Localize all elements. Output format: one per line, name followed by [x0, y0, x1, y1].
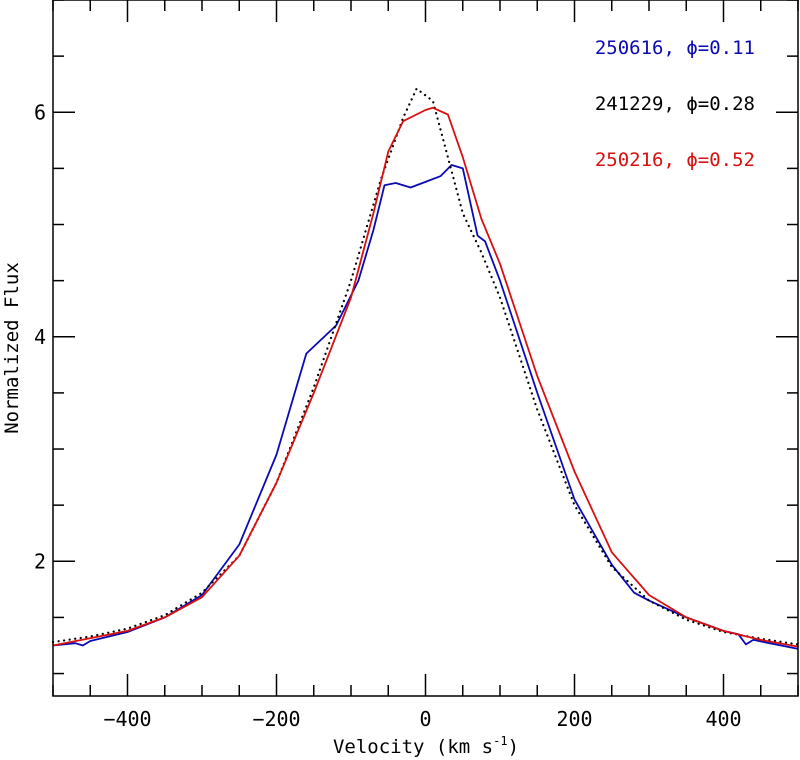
series-lines — [51, 87, 800, 650]
y-tick-labels: 2 4 6 — [34, 100, 46, 573]
axis-ticks — [52, 0, 799, 696]
series-line-2 — [52, 106, 799, 648]
y-axis-label: Normalized Flux — [1, 262, 23, 434]
plot-frame — [52, 0, 799, 697]
legend: 250616, ϕ=0.11 241229, ϕ=0.28 250216, ϕ=0.… — [595, 37, 755, 171]
y-tick-label: 6 — [34, 100, 46, 124]
series-line-0 — [52, 164, 799, 650]
y-tick-label: 2 — [34, 549, 46, 573]
x-tick-label: −200 — [252, 707, 300, 731]
x-tick-label: 200 — [556, 707, 592, 731]
legend-entry-1: 241229, ϕ=0.28 — [595, 93, 755, 115]
x-axis-label: Velocity (km s-1) — [333, 734, 519, 758]
legend-entry-0: 250616, ϕ=0.11 — [595, 37, 755, 59]
legend-entry-2: 250216, ϕ=0.52 — [595, 149, 755, 171]
x-tick-label: −400 — [103, 707, 151, 731]
x-tick-label: 0 — [419, 707, 431, 731]
x-tick-labels: −400 −200 0 200 400 — [103, 707, 741, 731]
y-tick-label: 4 — [34, 325, 46, 349]
x-tick-label: 400 — [705, 707, 741, 731]
series-line-1 — [51, 87, 800, 646]
